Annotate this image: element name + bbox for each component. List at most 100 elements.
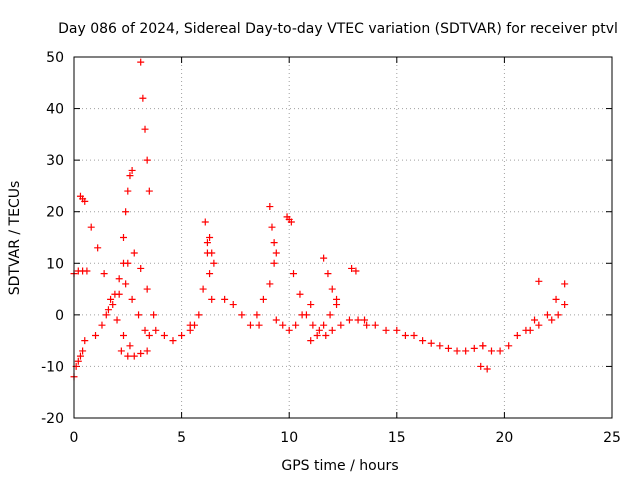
data-point [128,166,136,174]
data-point [535,321,543,329]
x-tick-label: 25 [603,430,621,446]
data-point [363,321,371,329]
data-point [322,331,330,339]
data-point [208,295,216,303]
data-point [302,311,310,319]
series-track-25 [361,316,409,339]
series-track-05 [92,259,127,339]
data-point [483,365,491,373]
data-point [76,352,84,360]
data-point [160,331,168,339]
data-point [150,311,158,319]
data-point [109,301,117,309]
x-axis-label: GPS time / hours [281,458,398,474]
data-point [531,316,539,324]
data-point [135,311,143,319]
data-point [496,347,504,355]
data-point [94,244,102,252]
data-point [462,347,470,355]
data-point [81,337,89,345]
data-point [352,267,360,275]
data-point [206,270,214,278]
data-point [513,331,521,339]
data-point [98,321,106,329]
data-point [191,321,199,329]
series-track-07 [119,166,136,241]
data-point [122,280,130,288]
x-tick-label: 5 [177,430,186,446]
data-point [268,223,276,231]
data-point [354,316,362,324]
x-tick-label: 0 [70,430,79,446]
data-point [255,321,263,329]
data-point [307,301,315,309]
data-point [326,311,334,319]
series-track-09 [137,58,153,195]
data-point [270,239,278,247]
data-point [130,249,138,257]
data-point [139,94,147,102]
data-point [543,311,551,319]
data-point [470,344,478,352]
series-track-19 [272,301,315,334]
data-point [337,321,345,329]
data-point [145,331,153,339]
data-point [102,311,110,319]
series-track-26 [410,331,487,355]
data-point [348,264,356,272]
data-point [208,249,216,257]
data-point [526,326,534,334]
data-point [419,337,427,345]
data-point [253,311,261,319]
data-point [285,326,293,334]
data-point [100,270,108,278]
data-point [292,321,300,329]
series-track-12 [186,249,211,334]
data-point [382,326,390,334]
data-point [401,331,409,339]
data-point [290,270,298,278]
series-track-27 [477,362,491,373]
series-track-16 [253,259,278,319]
x-tick-label: 15 [388,430,406,446]
y-tick-label: 0 [55,308,64,324]
data-point [143,156,151,164]
series-track-02 [70,267,91,278]
data-point [178,331,186,339]
data-point [104,306,112,314]
data-point [453,347,461,355]
data-point [143,347,151,355]
data-point [436,342,444,350]
data-point [548,316,556,324]
y-tick-label: 40 [46,102,64,118]
data-point [137,350,145,358]
data-point [229,301,237,309]
series-track-01 [70,337,89,381]
data-point [279,321,287,329]
data-point [107,295,115,303]
data-point [410,331,418,339]
data-point [126,342,134,350]
data-point [115,275,123,283]
data-point [79,347,87,355]
data-point [324,270,332,278]
data-point [143,285,151,293]
data-point [141,326,149,334]
data-point [195,311,203,319]
data-point [124,259,132,267]
data-point [320,321,328,329]
data-point [272,316,280,324]
data-point [561,301,569,309]
data-point [124,187,132,195]
series-track-03 [76,192,89,205]
data-point [328,285,336,293]
series-track-31 [548,301,569,324]
data-point [479,342,487,350]
data-point [313,331,321,339]
y-tick-label: 20 [46,205,64,221]
data-point [505,342,513,350]
data-point [130,352,138,360]
data-point [561,280,569,288]
data-point [307,337,315,345]
data-point [126,172,134,180]
